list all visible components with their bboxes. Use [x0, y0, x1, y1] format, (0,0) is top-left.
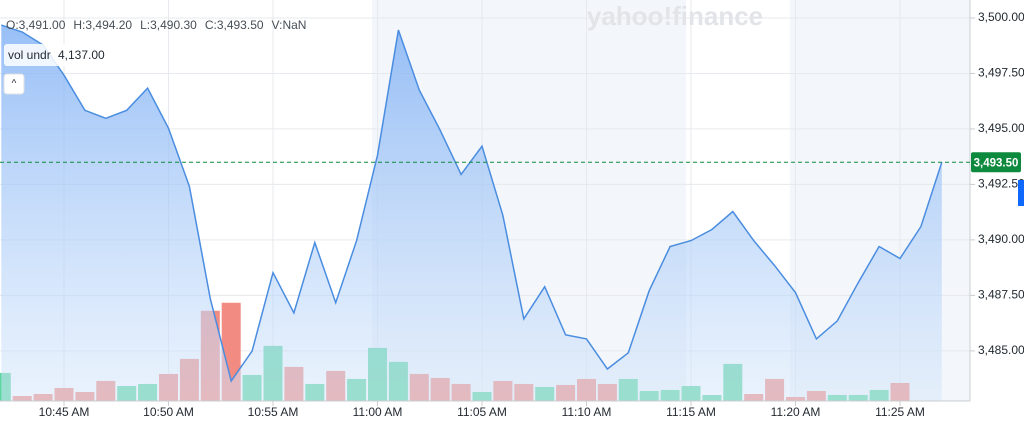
y-tick-label: 3,490.00 — [978, 232, 1024, 246]
volume-label: 4,137.00 — [58, 48, 105, 62]
collapse-button[interactable] — [3, 73, 25, 95]
ohlc-value: O:3,491.00 — [6, 18, 66, 32]
price-line — [1, 24, 943, 383]
y-tick-label: 3,492.50 — [978, 177, 1024, 191]
price-area — [1, 24, 943, 401]
vol-badge — [4, 44, 108, 66]
watermark: yahoo!finance — [587, 1, 763, 31]
y-tick-label: 3,485.00 — [978, 343, 1024, 357]
y-tick-label: 3,500.00 — [978, 10, 1024, 24]
ohlc-value: L:3,490.30 — [140, 18, 197, 32]
ohlc-value: C:3,493.50 — [205, 18, 264, 32]
area-fill — [1, 25, 942, 401]
x-tick-label: 11:00 AM — [353, 405, 403, 419]
x-tick-label: 11:20 AM — [771, 405, 821, 419]
side-handle[interactable] — [1018, 180, 1024, 206]
x-tick-label: 10:55 AM — [248, 405, 299, 419]
ohlc-value: V:NaN — [272, 18, 307, 32]
collapse-icon[interactable]: ^ — [12, 79, 17, 90]
y-tick-label: 3,487.50 — [978, 288, 1024, 302]
last-price-box — [971, 152, 1021, 173]
x-tick-label: 11:10 AM — [562, 405, 612, 419]
x-tick-label: 10:45 AM — [39, 405, 90, 419]
last-price-label: 3,493.50 — [974, 157, 1019, 169]
ticks: 3,485.00 3,487.50 3,490.00 3,492.50 3,495.00… — [39, 10, 1024, 419]
x-tick-label: 11:25 AM — [875, 405, 925, 419]
y-tick-label: 3,495.00 — [978, 121, 1024, 135]
ohlc-value: H:3,494.20 — [73, 18, 132, 32]
x-tick-label: 10:50 AM — [143, 405, 194, 419]
x-tick-label: 11:15 AM — [666, 405, 716, 419]
legend: O:3,491.00 H:3,494.20 L:3,490.30 C:3,493.50… — [6, 18, 306, 32]
x-tick-label: 11:05 AM — [457, 405, 507, 419]
volume-name: vol undr — [8, 48, 51, 62]
y-tick-label: 3,497.50 — [978, 66, 1024, 80]
